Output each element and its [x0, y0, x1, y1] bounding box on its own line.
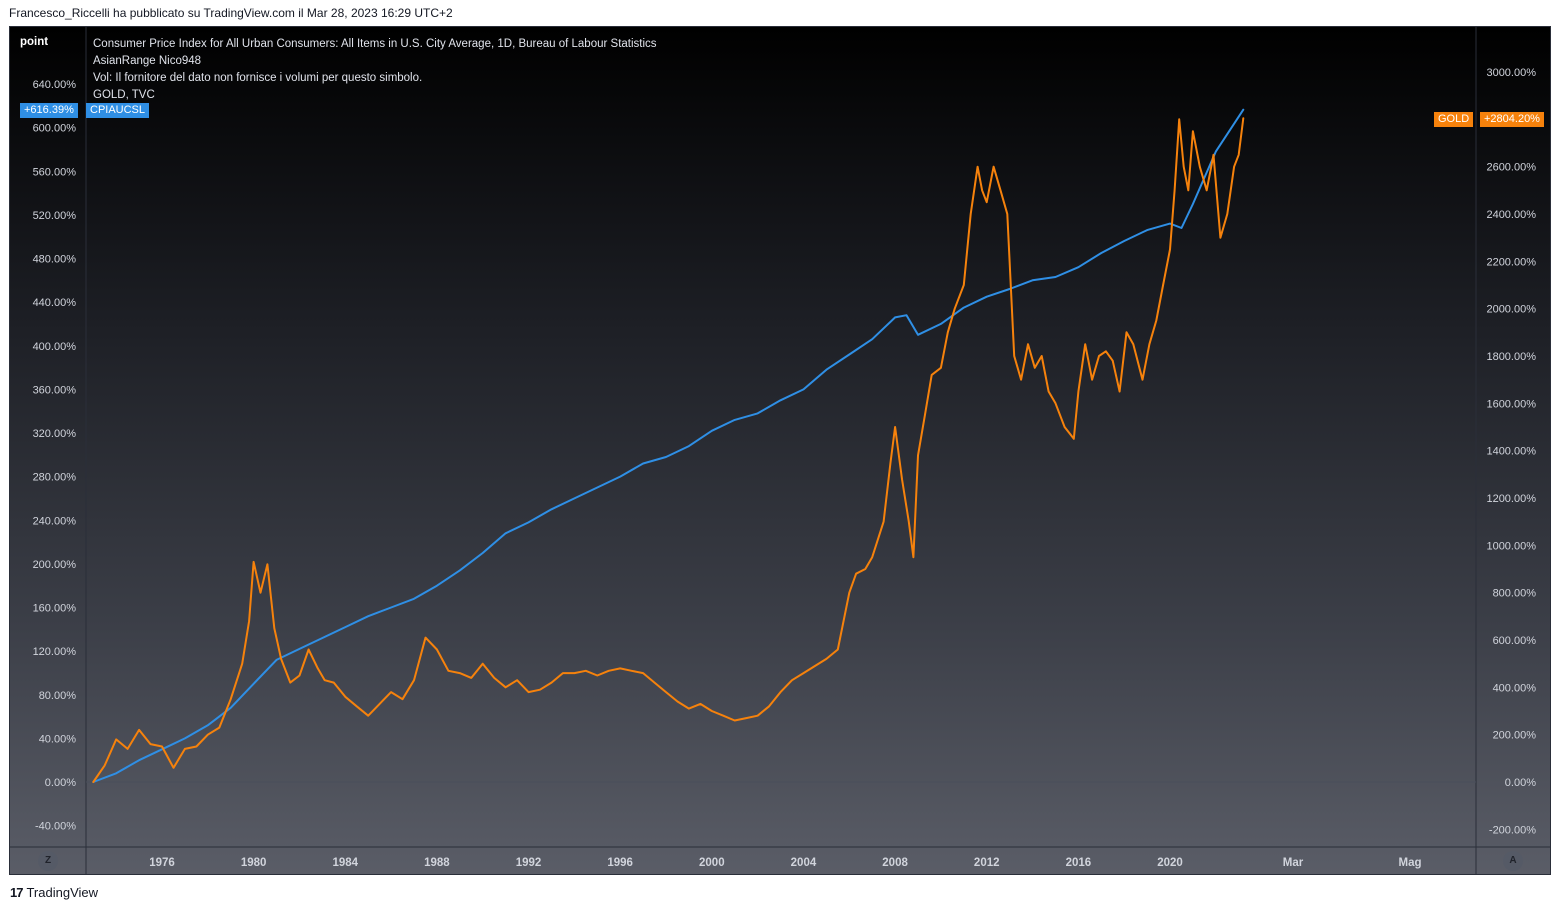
right-axis-tick-label: 1400.00% — [1486, 446, 1536, 458]
right-axis-tick-label: 1000.00% — [1486, 540, 1536, 552]
left-axis-tick-label: 0.00% — [45, 777, 76, 789]
series-line-cpiaucsl[interactable] — [92, 108, 1245, 783]
right-axis-tick-label: -200.00% — [1489, 824, 1536, 836]
left-axis-tick-label: 360.00% — [33, 384, 77, 396]
time-axis-tick-label: 1980 — [241, 857, 267, 869]
right-axis-tick-label: 800.00% — [1493, 588, 1537, 600]
right-axis-tick-label: 1800.00% — [1486, 351, 1536, 363]
chart-canvas[interactable]: 640.00% 600.00% 560.00% 520.00% 480.00% 440.0… — [10, 27, 1551, 875]
time-axis-tick-label: 2004 — [791, 857, 817, 869]
time-axis-tick-label: 1984 — [332, 857, 358, 869]
left-axis-tick-label: 80.00% — [39, 690, 77, 702]
cpi-value-badge: +616.39% — [20, 103, 78, 118]
right-axis-tick-label: 1200.00% — [1486, 493, 1536, 505]
left-axis-tick-label: 640.00% — [33, 79, 77, 91]
left-axis-tick-label: -40.00% — [35, 821, 76, 833]
legend-indicator-asianrange[interactable]: AsianRange Nico948 — [93, 55, 202, 67]
right-axis-tick-label: 0.00% — [1505, 777, 1536, 789]
left-axis-tick-label: 280.00% — [33, 472, 77, 484]
left-axis-tick-label: 240.00% — [33, 515, 77, 527]
left-axis-tick-label: 320.00% — [33, 428, 77, 440]
left-axis-tick-label: 40.00% — [39, 733, 77, 745]
left-axis-tick-label: 520.00% — [33, 210, 77, 222]
time-axis-tick-label: 2000 — [699, 857, 725, 869]
gold-name-badge: GOLD — [1434, 112, 1474, 127]
left-axis-tick-label: 160.00% — [33, 603, 77, 615]
time-axis-tick-label: Mag — [1399, 857, 1422, 869]
right-axis-tick-label: 1600.00% — [1486, 398, 1536, 410]
right-axis-tick-label: 3000.00% — [1486, 67, 1536, 79]
right-axis-tick-label: 600.00% — [1493, 635, 1537, 647]
right-axis-tick-label: 2400.00% — [1486, 209, 1536, 221]
time-axis-tick-label: 2012 — [974, 857, 1000, 869]
right-axis-tick-label: 2600.00% — [1486, 162, 1536, 174]
right-axis-tick-label: 2200.00% — [1486, 256, 1536, 268]
right-axis-tick-label: 400.00% — [1493, 682, 1537, 694]
time-axis-tick-label: 1976 — [149, 857, 175, 869]
left-scale-zoom-button[interactable]: Z — [38, 851, 58, 871]
chart-legend: Consumer Price Index for All Urban Consu… — [93, 36, 657, 104]
time-axis-tick-label: Mar — [1283, 857, 1304, 869]
right-axis-tick-label: 200.00% — [1493, 730, 1537, 742]
left-axis-tick-label: 440.00% — [33, 297, 77, 309]
tradingview-logo-text: TradingView — [26, 885, 99, 900]
publish-credit: Francesco_Riccelli ha pubblicato su Trad… — [9, 6, 453, 20]
unit-label: point — [20, 36, 49, 48]
time-axis-tick-label: 2020 — [1157, 857, 1183, 869]
legend-volume-note[interactable]: Vol: Il fornitore del dato non fornisce … — [93, 72, 423, 84]
left-axis-tick-label: 200.00% — [33, 559, 77, 571]
cpi-name-badge: CPIAUCSL — [86, 103, 150, 118]
right-axis-tick-label: 2000.00% — [1486, 304, 1536, 316]
left-axis-tick-label: 120.00% — [33, 646, 77, 658]
tradingview-logo-icon: 17 — [10, 885, 24, 900]
left-axis-tick-label: 400.00% — [33, 341, 77, 353]
auto-scale-button[interactable]: A — [1503, 851, 1523, 871]
time-axis-tick-label: 1988 — [424, 857, 450, 869]
time-axis-tick-label: 2016 — [1066, 857, 1092, 869]
time-axis-tick-label: 2008 — [882, 857, 908, 869]
time-axis-tick-label: 1992 — [516, 857, 542, 869]
chart-panel[interactable]: 640.00% 600.00% 560.00% 520.00% 480.00% 440.0… — [9, 26, 1551, 875]
left-axis-tick-label: 480.00% — [33, 254, 77, 266]
gold-value-badge: +2804.20% — [1480, 112, 1544, 127]
series-line-gold[interactable] — [92, 117, 1245, 783]
time-axis-tick-label: 1996 — [607, 857, 633, 869]
left-axis-tick-label: 560.00% — [33, 166, 77, 178]
legend-cpi-title[interactable]: Consumer Price Index for All Urban Consu… — [93, 38, 657, 50]
tradingview-logo[interactable]: 17 TradingView — [10, 885, 98, 900]
legend-gold-title[interactable]: GOLD, TVC — [93, 89, 155, 101]
left-axis-tick-label: 600.00% — [33, 123, 77, 135]
